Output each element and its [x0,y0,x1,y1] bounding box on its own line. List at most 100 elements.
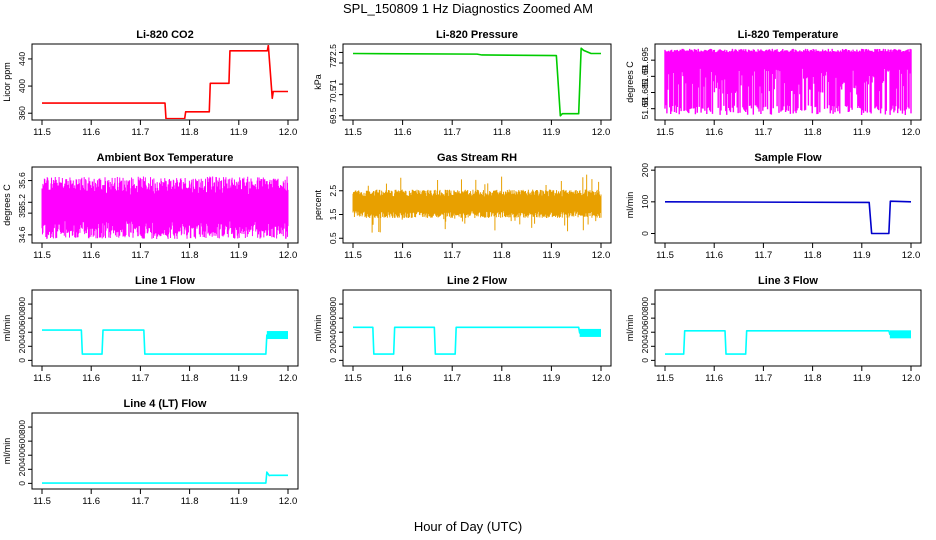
y-tick-label: 400 [17,79,27,93]
x-tick-label: 11.8 [804,127,822,138]
figure-title: SPL_150809 1 Hz Diagnostics Zoomed AM [343,1,593,16]
panel-4: Ambient Box Temperature degrees C 11.5 11.6… [2,152,299,261]
y-tick-label: 600 [17,311,27,325]
panel-ylabel: ml/min [625,192,635,219]
y-tick-label: 72.5 [328,44,338,61]
y-tick-label: 360 [17,106,27,120]
panel-frame [31,412,299,490]
x-tick-label: 11.7 [132,373,150,384]
x-tick-label: 11.8 [804,373,822,384]
y-tick-label: 400 [328,325,338,339]
x-tick-label: 12.0 [902,373,921,384]
y-tick-label: 100 [640,194,650,208]
x-tick-label: 11.6 [82,127,100,138]
series-line [352,174,602,233]
y-tick-label: 70.5 [328,86,338,103]
y-tick-label: 2.5 [328,185,338,197]
x-tick-label: 12.0 [592,250,611,261]
panel-frame [654,166,922,244]
x-tick-label: 12.0 [592,127,611,138]
x-tick-label: 11.7 [755,373,773,384]
y-tick-label: 0 [640,358,650,363]
x-tick-label: 11.5 [656,373,674,384]
x-tick-label: 11.7 [755,127,773,138]
y-tick-label: 71 [328,79,338,89]
y-tick-label: 800 [328,297,338,311]
x-tick-label: 11.5 [33,127,51,138]
y-tick-label: 51.685 [640,79,650,105]
panel-ylabel: ml/min [313,315,323,342]
x-tick-label: 11.5 [33,373,51,384]
panel-frame [31,166,299,244]
series-line [41,176,289,239]
panel-title: Line 3 Flow [758,275,818,287]
y-tick-label: 0.5 [328,232,338,244]
x-tick-label: 11.7 [443,373,461,384]
x-tick-label: 11.5 [344,127,362,138]
y-tick-label: 600 [328,311,338,325]
y-tick-label: 600 [17,434,27,448]
x-tick-label: 11.6 [394,373,412,384]
y-tick-label: 0 [640,231,650,236]
panel-title: Sample Flow [754,152,822,164]
x-tick-label: 11.9 [543,373,561,384]
panel-title: Li-820 Temperature [738,29,839,41]
series-line [664,48,912,116]
y-tick-label: 0 [17,481,27,486]
panel-title: Li-820 CO2 [136,29,193,41]
series-line [664,200,912,235]
y-tick-label: 400 [17,325,27,339]
x-tick-label: 11.8 [181,496,199,507]
panel-ylabel: percent [313,189,323,220]
x-tick-label: 11.6 [82,373,100,384]
x-tick-label: 11.9 [543,127,561,138]
x-tick-label: 12.0 [279,496,298,507]
noise-band [579,328,601,337]
panel-ylabel: kPa [313,74,323,90]
figure-xlabel: Hour of Day (UTC) [414,519,522,534]
panel-title: Line 4 (LT) Flow [124,398,207,410]
x-tick-label: 11.9 [853,127,871,138]
panel-3: Li-820 Temperature degrees C 11.5 11.6 11.7 1… [625,29,922,138]
panel-ylabel: Licor ppm [2,62,12,102]
x-tick-label: 11.9 [543,250,561,261]
x-tick-label: 11.9 [853,373,871,384]
x-tick-label: 11.7 [132,250,150,261]
series-line [353,326,601,355]
panel-title: Line 1 Flow [135,275,195,287]
y-tick-label: 51.68 [640,98,650,120]
x-tick-label: 11.8 [493,250,511,261]
y-tick-label: 800 [17,297,27,311]
x-tick-label: 11.5 [344,373,362,384]
y-tick-label: 35 [17,208,27,218]
y-tick-label: 400 [17,448,27,462]
series-line [665,330,911,355]
panel-title: Li-820 Pressure [436,29,518,41]
x-tick-label: 11.5 [344,250,362,261]
series-line [42,471,288,484]
noise-band [889,330,911,339]
y-tick-label: 200 [17,462,27,476]
panel-8: Line 2 Flow ml/min 11.5 11.6 11.7 11.8 11.9 12.… [313,275,612,384]
panel-title: Gas Stream RH [437,152,517,164]
x-tick-label: 11.8 [493,127,511,138]
panel-ylabel: degrees C [2,184,12,226]
panel-frame [31,43,299,121]
y-tick-label: 35.6 [17,172,27,189]
y-tick-label: 200 [640,163,650,177]
panel-ylabel: ml/min [625,315,635,342]
x-tick-label: 11.8 [493,373,511,384]
y-tick-label: 200 [17,339,27,353]
noise-band [266,331,288,340]
x-tick-label: 11.6 [82,496,100,507]
x-tick-label: 12.0 [902,127,921,138]
x-tick-label: 11.9 [853,250,871,261]
panel-frame [31,289,299,367]
x-tick-label: 11.8 [804,250,822,261]
y-tick-label: 200 [328,339,338,353]
series-line [352,47,601,117]
panel-1: Li-820 CO2 Licor ppm 11.5 11.6 11.7 11.8 11.9 1… [2,29,299,138]
panel-6: Sample Flow ml/min 11.5 11.6 11.7 11.8 11.9 12.… [625,152,922,261]
panel-frame [654,43,922,121]
